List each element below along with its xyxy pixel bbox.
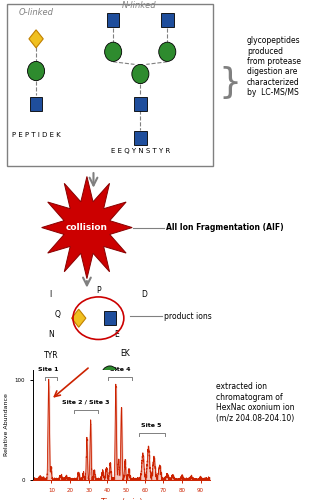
Text: D: D: [141, 290, 147, 298]
Bar: [134, 130, 147, 144]
Bar: [30, 96, 42, 110]
Text: collision: collision: [66, 223, 108, 232]
Text: Site 4: Site 4: [110, 367, 131, 372]
Bar: [104, 311, 116, 325]
Polygon shape: [42, 176, 132, 278]
Text: }: }: [218, 66, 241, 100]
Text: I: I: [50, 290, 52, 298]
Text: Site 5: Site 5: [141, 423, 161, 428]
Text: E E Q Y N S T Y R: E E Q Y N S T Y R: [111, 148, 170, 154]
Ellipse shape: [101, 366, 118, 385]
FancyBboxPatch shape: [7, 4, 213, 166]
Ellipse shape: [132, 64, 149, 84]
Bar: [161, 14, 174, 28]
Text: Q: Q: [54, 310, 60, 319]
Text: N-linked: N-linked: [122, 1, 157, 10]
Text: Site 1: Site 1: [38, 367, 59, 372]
Bar: [107, 14, 119, 28]
Text: TYR: TYR: [44, 350, 58, 360]
Polygon shape: [29, 30, 43, 48]
Text: E: E: [114, 330, 119, 340]
Text: EK: EK: [120, 349, 130, 358]
Text: product ions: product ions: [164, 312, 212, 321]
X-axis label: Time (min): Time (min): [101, 498, 142, 500]
Text: N: N: [48, 330, 54, 340]
Ellipse shape: [28, 62, 45, 80]
Ellipse shape: [159, 42, 176, 62]
Polygon shape: [72, 309, 86, 327]
Text: All Ion Fragmentation (AIF): All Ion Fragmentation (AIF): [166, 223, 283, 232]
Text: O-linked: O-linked: [19, 8, 53, 17]
Text: P: P: [96, 286, 101, 295]
Text: P E P T I D E K: P E P T I D E K: [12, 132, 60, 138]
Text: glycopeptides
produced
from protease
digestion are
characterized
by  LC-MS/MS: glycopeptides produced from protease dig…: [247, 36, 301, 97]
Y-axis label: Relative Abundance: Relative Abundance: [4, 394, 9, 456]
Text: extracted ion
chromatogram of
HexNac oxonium ion
(m/z 204.08-204.10): extracted ion chromatogram of HexNac oxo…: [216, 382, 295, 422]
Ellipse shape: [105, 42, 122, 62]
Bar: [134, 98, 147, 112]
Text: Site 2 / Site 3: Site 2 / Site 3: [62, 400, 110, 405]
